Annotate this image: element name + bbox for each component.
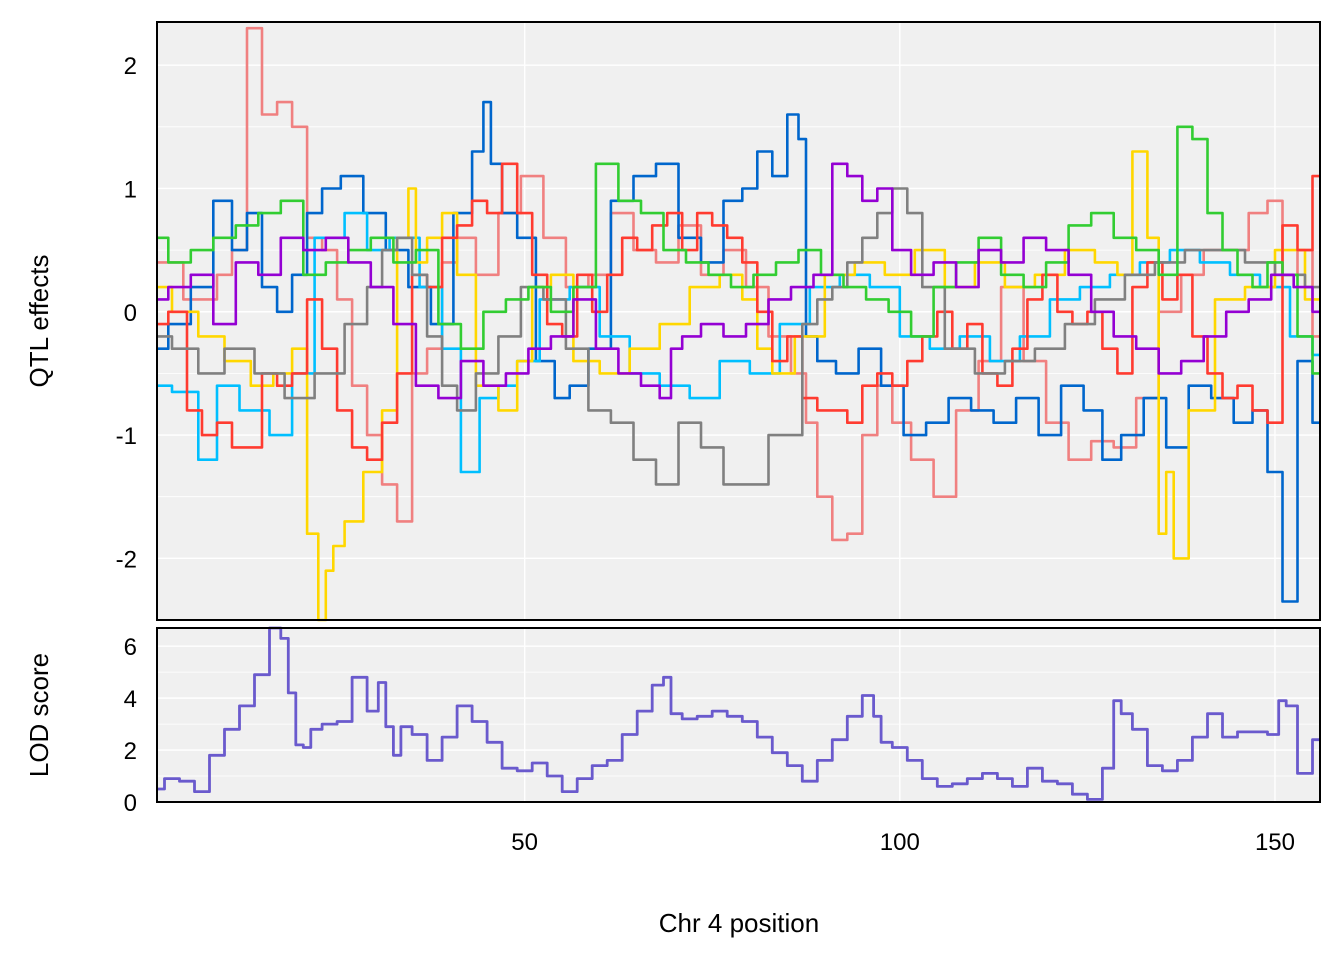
- x-tick-label: 100: [880, 829, 920, 856]
- lod-score-panel-border: [156, 627, 1321, 803]
- qtl-effects-series-line-5: [157, 162, 1320, 461]
- lod-score-series-group: [157, 626, 1320, 801]
- lod-score-y-axis-label: LOD score: [24, 653, 54, 777]
- lod-score-y-tick-label: 0: [124, 790, 137, 817]
- lod-score-y-tick-label: 4: [124, 686, 137, 713]
- qtl-effects-y-tick-label: 0: [124, 300, 137, 327]
- qtl-effects-series-line-4: [157, 150, 1320, 622]
- qtl-effects-y-tick-labels: 2 1 0 -1 -2: [116, 53, 137, 573]
- lod-score-y-tick-label: 2: [124, 738, 137, 765]
- qtl-effects-y-tick-label: -2: [116, 546, 137, 573]
- qtl-effects-y-tick-label: 2: [124, 53, 137, 80]
- qtl-effects-series-line-2: [157, 100, 1320, 603]
- qtl-effects-panel-border: [156, 21, 1321, 621]
- qtl-effects-series-line-1: [157, 26, 1320, 542]
- qtl-effects-y-tick-label: -1: [116, 423, 137, 450]
- x-axis-label: Chr 4 position: [659, 908, 819, 938]
- qtl-effects-series-group: [157, 26, 1320, 622]
- x-tick-label: 50: [511, 829, 538, 856]
- qtl-effects-panel-background: [157, 22, 1320, 620]
- qtl-effects-y-tick-label: 1: [124, 176, 137, 203]
- lod-score-series-line-1: [157, 626, 1320, 801]
- x-tick-label: 150: [1255, 829, 1295, 856]
- qtl-effects-series-line-8: [157, 162, 1320, 400]
- qtl-effects-y-axis-label: QTL effects: [24, 255, 54, 388]
- lod-score-y-tick-labels: 6 4 2 0: [124, 634, 137, 817]
- lod-score-y-tick-label: 6: [124, 634, 137, 661]
- x-tick-labels: 50 100 150: [511, 829, 1295, 856]
- qtl-effects-series-line-7: [157, 125, 1320, 375]
